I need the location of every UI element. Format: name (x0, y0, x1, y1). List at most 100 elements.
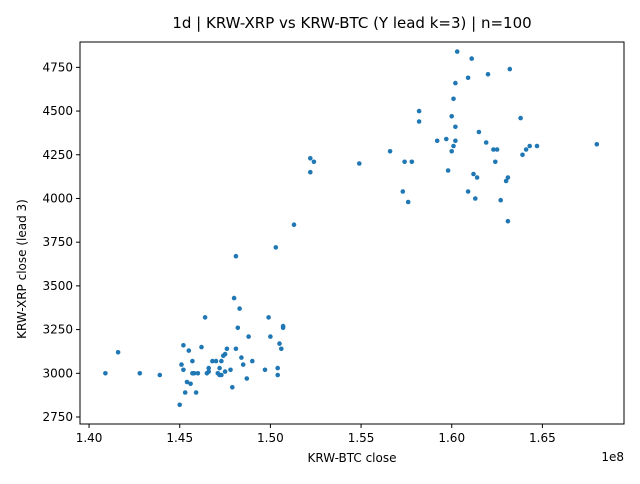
data-point (491, 147, 496, 152)
data-point (494, 147, 500, 152)
data-point (444, 136, 449, 142)
y-axis-ticks: 2750 3000 3250 3500 3750 4000 4250 4500 4750 (42, 60, 80, 424)
data-point (190, 358, 195, 364)
data-point (476, 129, 482, 135)
data-point (451, 96, 456, 102)
data-point (184, 379, 190, 385)
data-point (193, 390, 199, 395)
data-point (240, 362, 246, 367)
data-point (191, 371, 197, 376)
y-tick-label: 3500 (42, 279, 73, 293)
data-point (137, 371, 143, 376)
x-axis-ticks: 1.40 1.45 1.50 1.55 1.60 1.65 (76, 424, 556, 445)
data-point (233, 253, 239, 259)
data-point (291, 222, 297, 227)
data-point (213, 358, 219, 364)
data-point (186, 348, 192, 353)
data-point (206, 369, 211, 374)
data-point (453, 138, 458, 144)
data-point (277, 341, 282, 346)
y-tick-label: 3750 (42, 235, 73, 249)
data-point (485, 72, 491, 77)
data-point (177, 402, 182, 408)
data-point (246, 334, 251, 339)
data-point (275, 372, 281, 378)
data-point (219, 358, 224, 364)
data-point (357, 161, 362, 166)
data-point (115, 350, 121, 355)
data-point (594, 142, 600, 147)
data-point (451, 143, 456, 149)
y-tick-label: 3250 (42, 323, 73, 337)
data-point (188, 381, 193, 387)
data-point (202, 315, 208, 320)
y-tick-label: 4250 (42, 148, 73, 162)
data-point (182, 390, 188, 395)
data-point (219, 372, 224, 378)
data-point (217, 365, 222, 371)
data-point (222, 369, 228, 374)
data-point (181, 343, 186, 348)
data-point (228, 367, 233, 373)
data-point (231, 295, 237, 301)
data-point (244, 376, 250, 381)
data-point (222, 351, 228, 357)
data-point (518, 115, 523, 121)
data-point (453, 124, 458, 130)
data-point (103, 371, 108, 376)
data-point (416, 108, 422, 114)
data-point (250, 358, 255, 364)
data-point (280, 323, 286, 329)
data-point (279, 346, 284, 352)
data-point (471, 171, 476, 177)
data-point (268, 334, 273, 339)
data-point (434, 138, 440, 144)
data-point (498, 197, 504, 203)
data-point (449, 149, 455, 154)
data-point (387, 149, 393, 154)
data-point (493, 159, 498, 165)
y-tick-label: 4750 (42, 60, 73, 74)
data-point (505, 218, 511, 224)
data-point (534, 143, 540, 149)
data-point (465, 189, 471, 194)
data-point (199, 344, 204, 350)
data-points (103, 49, 600, 408)
data-point (224, 346, 230, 352)
data-point (206, 365, 211, 371)
data-point (308, 156, 313, 161)
data-point (465, 75, 471, 81)
x-tick-label: 1.55 (348, 431, 375, 445)
y-axis-label: KRW-XRP close (lead 3) (15, 199, 29, 339)
data-point (230, 385, 235, 390)
y-tick-label: 4000 (42, 191, 73, 205)
data-point (445, 168, 451, 173)
x-tick-label: 1.60 (438, 431, 465, 445)
data-point (527, 143, 532, 149)
data-point (507, 66, 513, 72)
data-point (474, 175, 480, 180)
data-point (235, 325, 241, 331)
data-point (273, 245, 279, 250)
data-point (402, 159, 407, 165)
data-point (503, 178, 509, 184)
data-point (195, 371, 201, 376)
x-axis-offset-label: 1e8 (601, 450, 624, 464)
x-tick-label: 1.40 (76, 431, 103, 445)
chart-title: 1d | KRW-XRP vs KRW-BTC (Y lead k=3) | n… (172, 14, 531, 32)
data-point (181, 367, 186, 373)
data-point (520, 152, 525, 158)
data-point (449, 114, 455, 119)
y-tick-label: 3000 (42, 366, 73, 380)
data-point (239, 355, 244, 360)
data-point (483, 140, 489, 145)
x-tick-label: 1.45 (166, 431, 193, 445)
data-point (311, 159, 317, 165)
data-point (405, 199, 411, 205)
y-tick-label: 4500 (42, 104, 73, 118)
data-point (409, 159, 415, 165)
data-point (157, 372, 163, 378)
